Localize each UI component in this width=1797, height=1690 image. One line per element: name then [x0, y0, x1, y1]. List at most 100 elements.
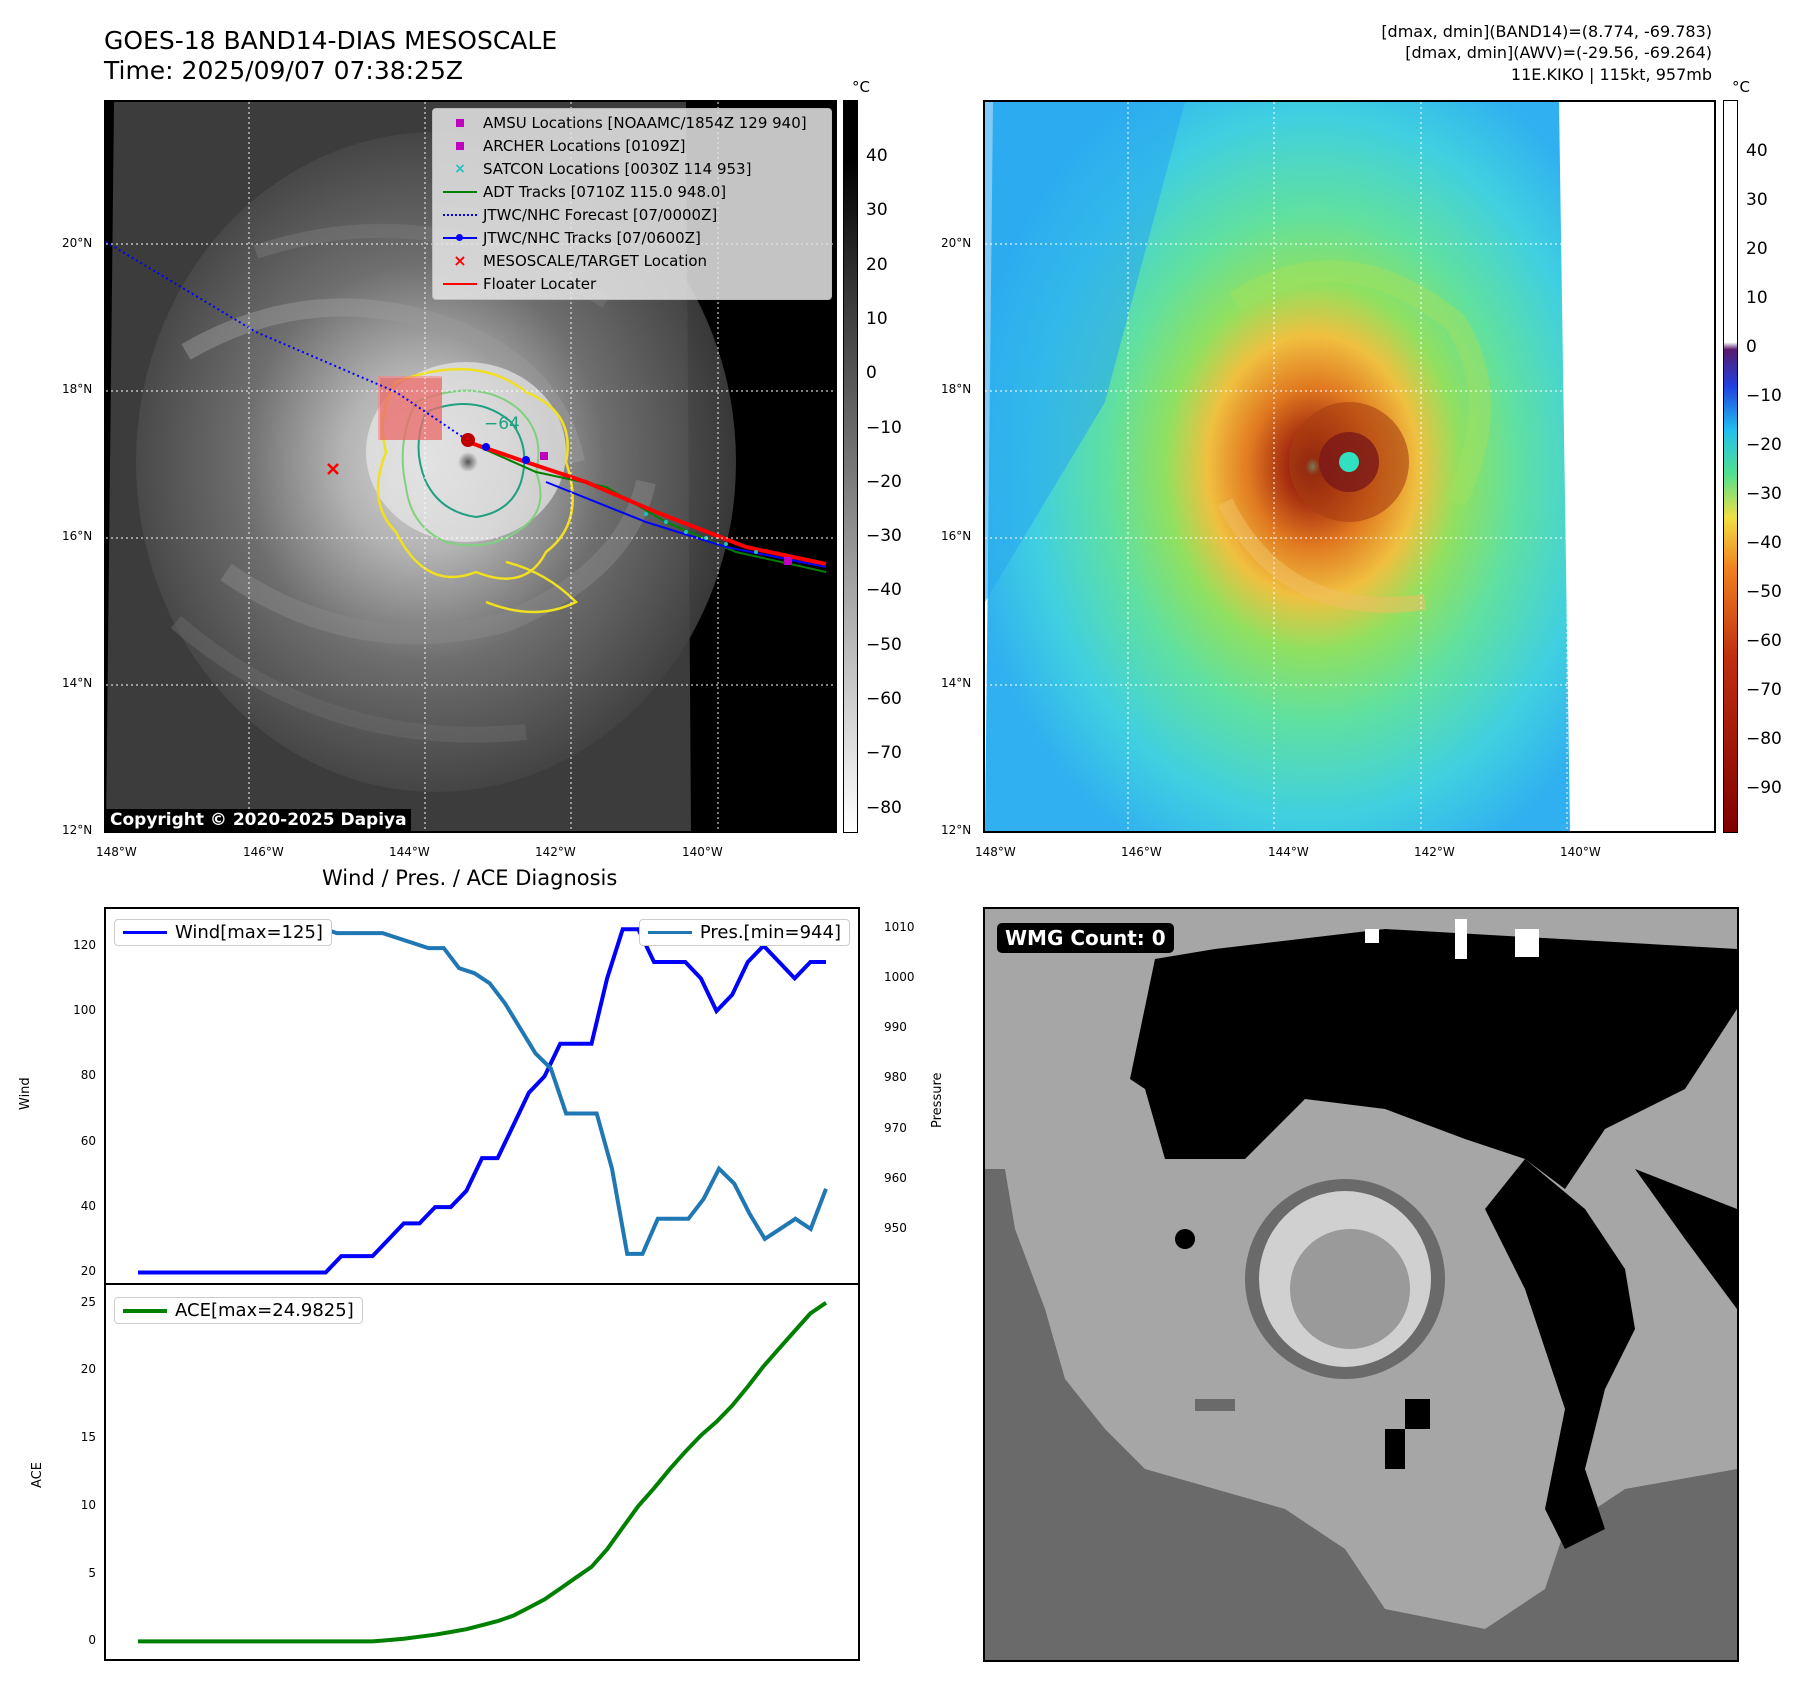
wind-axis-tick: 120 — [73, 937, 96, 952]
copyright-label: Copyright © 2020-2025 Dapiya — [106, 809, 411, 831]
colorbar-gray-unit: °C — [852, 78, 870, 96]
ace-chart: ACE[max=24.9825] — [104, 1283, 860, 1661]
colorbar-color-tick: 40 — [1746, 141, 1768, 161]
lon-label: 140°W — [1560, 845, 1601, 859]
colorbar-color-tick: −30 — [1746, 484, 1782, 504]
wind-legend: Wind[max=125] — [114, 919, 332, 946]
colorbar-color-tick: −10 — [1746, 386, 1782, 406]
pressure-axis-tick: 970 — [884, 1120, 907, 1135]
ace-legend: ACE[max=24.9825] — [114, 1297, 363, 1324]
colorbar-color-tick: −40 — [1746, 533, 1782, 553]
color-map-panel — [983, 100, 1716, 833]
x-marker-icon: × — [453, 251, 467, 270]
colorbar-gray-tick: 40 — [866, 146, 888, 166]
colorbar-color-tick: 20 — [1746, 239, 1768, 259]
legend-item-forecast: JTWC/NHC Forecast [07/0000Z] — [441, 205, 717, 225]
legend-item-target: × MESOSCALE/TARGET Location — [441, 251, 707, 271]
lon-label: 140°W — [682, 845, 723, 859]
pressure-legend: Pres.[min=944] — [638, 919, 850, 946]
colorbar-gray-tick: −10 — [866, 417, 902, 438]
ace-axis-label: ACE — [30, 1462, 45, 1488]
lon-label: 146°W — [243, 845, 284, 859]
colorbar-color-tick: −20 — [1746, 435, 1782, 455]
colorbar-color-tick: −50 — [1746, 582, 1782, 602]
colorbar-gray-tick: −30 — [866, 526, 902, 547]
lon-label: 148°W — [96, 845, 137, 859]
ace-line — [138, 1301, 828, 1644]
pressure-axis-tick: 950 — [884, 1220, 907, 1235]
wind-axis-label: Wind — [18, 1077, 33, 1110]
colorbar-color-tick: 30 — [1746, 190, 1768, 210]
line-icon — [647, 931, 692, 934]
lat-label: 12°N — [941, 823, 972, 837]
legend-item-amsu: AMSU Locations [NOAAMC/1854Z 129 940] — [441, 113, 807, 133]
line-icon — [441, 274, 479, 294]
legend-item-tracks: JTWC/NHC Tracks [07/0600Z] — [441, 228, 701, 248]
wind-axis-tick: 40 — [80, 1199, 96, 1214]
ace-axis-tick: 5 — [88, 1565, 96, 1580]
line-icon — [123, 931, 167, 934]
contour-label: −64 — [484, 414, 520, 434]
ace-axis-tick: 15 — [80, 1430, 96, 1445]
colorbar-gray-tick: −40 — [866, 580, 902, 601]
colorbar-gray-tick: −50 — [866, 634, 902, 655]
colorbar-color — [1723, 100, 1738, 833]
wind-axis-tick: 20 — [80, 1264, 96, 1279]
colorbar-gray-tick: 0 — [866, 363, 877, 384]
chart-title: Wind / Pres. / ACE Diagnosis — [322, 866, 618, 890]
lat-label: 14°N — [62, 676, 93, 690]
pressure-axis-label: Pressure — [930, 1072, 945, 1128]
pressure-axis-tick: 960 — [884, 1170, 907, 1185]
line-dot-icon — [441, 228, 479, 248]
colorbar-gray-tick: 30 — [866, 200, 888, 221]
colorbar-gray-tick: 10 — [866, 308, 888, 329]
dotted-line-icon — [441, 205, 479, 225]
colorbar-gray-tick: −70 — [866, 743, 902, 764]
colorbar-gray-tick: −20 — [866, 471, 902, 492]
ace-axis-tick: 0 — [88, 1633, 96, 1648]
colorbar-gray-tick: −80 — [866, 797, 902, 818]
lat-label: 16°N — [62, 529, 93, 543]
pressure-axis-tick: 1010 — [884, 920, 915, 935]
lon-label: 148°W — [975, 845, 1016, 859]
lat-label: 20°N — [941, 236, 972, 250]
info-line-1: [dmax, dmin](BAND14)=(8.774, -69.783) — [1381, 22, 1712, 41]
ir-map-panel: −64 Copyright © 2020-2025 Dapiya AMSU Lo… — [104, 100, 837, 833]
legend-item-adt: ADT Tracks [0710Z 115.0 948.0] — [441, 182, 726, 202]
square-marker-icon — [441, 113, 479, 133]
pressure-axis-tick: 1000 — [884, 970, 915, 985]
lon-label: 144°W — [1268, 845, 1309, 859]
pressure-axis-tick: 980 — [884, 1070, 907, 1085]
colorbar-color-tick: −70 — [1746, 680, 1782, 700]
page-title: GOES-18 BAND14-DIAS MESOSCALE — [104, 26, 558, 55]
lat-label: 14°N — [941, 676, 972, 690]
ace-axis-tick: 25 — [80, 1294, 96, 1309]
wind-axis-tick: 60 — [80, 1133, 96, 1148]
ace-axis-tick: 20 — [80, 1362, 96, 1377]
line-icon — [441, 182, 479, 202]
ace-axis-tick: 10 — [80, 1497, 96, 1512]
colorbar-color-tick: −80 — [1746, 729, 1782, 749]
lat-label: 18°N — [62, 382, 93, 396]
colorbar-color-tick: 0 — [1746, 337, 1757, 357]
info-line-3: 11E.KIKO | 115kt, 957mb — [1510, 65, 1712, 84]
colorbar-gray-tick: 20 — [866, 254, 888, 275]
colorbar-gray-tick: −60 — [866, 689, 902, 709]
lat-label: 20°N — [62, 236, 93, 250]
pressure-line — [138, 926, 828, 1256]
square-marker-icon — [441, 136, 479, 156]
wmg-count-badge: WMG Count: 0 — [997, 923, 1174, 953]
lon-label: 146°W — [1121, 845, 1162, 859]
map-legend: AMSU Locations [NOAAMC/1854Z 129 940] AR… — [432, 108, 832, 300]
wmg-image — [985, 919, 1737, 1660]
info-line-2: [dmax, dmin](AWV)=(-29.56, -69.264) — [1405, 43, 1712, 62]
wind-pressure-chart: Wind[max=125] Pres.[min=944] — [104, 907, 860, 1285]
lon-label: 144°W — [389, 845, 430, 859]
pressure-axis-tick: 990 — [884, 1020, 907, 1035]
colorbar-color-unit: °C — [1732, 78, 1750, 96]
colorbar-gray — [843, 100, 858, 833]
color-map-image — [985, 102, 1714, 831]
x-marker-icon: × — [454, 161, 466, 177]
colorbar-color-tick: 10 — [1746, 288, 1768, 308]
legend-item-satcon: × SATCON Locations [0030Z 114 953] — [441, 159, 751, 179]
